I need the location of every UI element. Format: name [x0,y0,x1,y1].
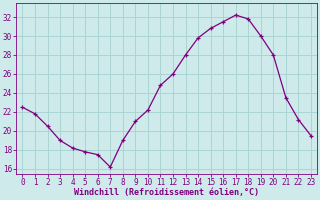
X-axis label: Windchill (Refroidissement éolien,°C): Windchill (Refroidissement éolien,°C) [74,188,259,197]
